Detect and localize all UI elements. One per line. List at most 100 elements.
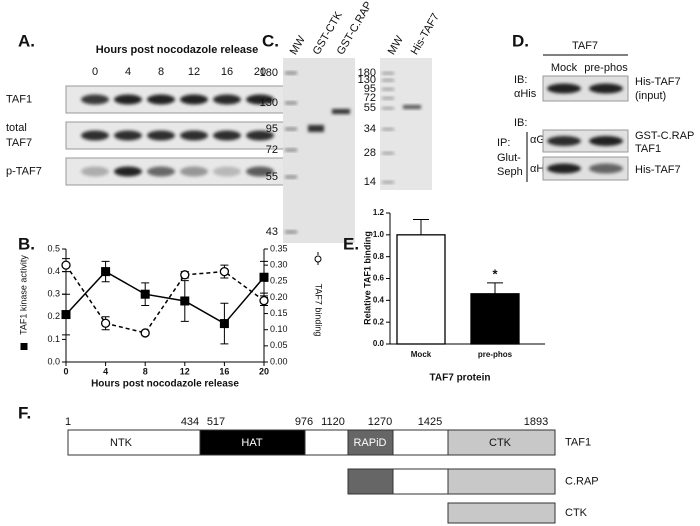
ladder-band [285, 127, 297, 131]
lane-label: 12 [188, 66, 200, 78]
series-line [65, 264, 265, 334]
domain-label: RAPiD [353, 437, 386, 449]
marker [219, 266, 230, 277]
residue-number: 434 [181, 416, 199, 428]
y2-tick-label: 0.00 [270, 356, 288, 366]
error-bar [487, 282, 503, 294]
band [180, 166, 208, 177]
construct-label: TAF1 [565, 436, 591, 448]
ip-label: IP: [497, 137, 510, 149]
lane-label: 20 [254, 66, 266, 78]
blot [542, 156, 629, 181]
x-tick-label: 8 [143, 366, 148, 376]
x-tick-label: 0 [63, 366, 68, 376]
y-axis-label: Relative TAF1 binding [362, 231, 372, 325]
row-label: TAF7 [6, 137, 32, 149]
x-tick-label: 12 [180, 366, 190, 376]
legend-marker [20, 343, 28, 350]
lane-label: Mock [551, 62, 578, 74]
y2-tick-label: 0.25 [270, 276, 288, 286]
domain-label: HAT [241, 437, 262, 449]
ip-label: Glut- [497, 152, 521, 164]
band [213, 130, 241, 141]
ladder-band [382, 181, 394, 184]
marker [140, 328, 150, 338]
marker-label: 72 [364, 92, 376, 104]
marker [140, 289, 150, 299]
panel-label: B. [18, 234, 35, 253]
y-tick-label: 0.0 [47, 356, 60, 366]
band [589, 83, 623, 94]
row-label: TAF1 [6, 93, 32, 105]
band [332, 109, 350, 114]
target-label: GST-C.RAP [635, 130, 694, 142]
lane-label: MW [288, 33, 308, 56]
band [81, 94, 109, 105]
band [589, 136, 623, 146]
band [308, 125, 324, 132]
marker-label: 180 [260, 67, 278, 79]
band [547, 83, 581, 94]
charts: B.0.00.10.20.30.40.50.000.050.100.150.20… [18, 208, 545, 390]
x-tick-label: pre-phos [478, 350, 513, 359]
lane-label: His-TAF7 [409, 11, 442, 57]
marker-label: 72 [266, 144, 278, 156]
y-tick-label: 1.0 [373, 230, 385, 239]
residue-number: 1893 [524, 416, 548, 428]
gel [380, 58, 432, 190]
band [114, 166, 142, 177]
x-axis-label: TAF7 protein [430, 373, 491, 384]
y2-tick-label: 0.30 [270, 260, 288, 270]
x-axis-label: Hours post nocodazole release [91, 379, 239, 390]
bar [470, 293, 520, 345]
marker-label: 43 [266, 226, 278, 238]
y2-tick-label: 0.35 [270, 243, 288, 253]
ladder-band [382, 97, 394, 100]
band [547, 136, 581, 146]
legend-label: TAF7 binding [314, 284, 324, 337]
y2-tick-label: 0.20 [270, 292, 288, 302]
residue-number: 517 [207, 416, 225, 428]
band [403, 105, 421, 109]
panel-label: D. [512, 31, 529, 50]
probe-label: αHis [514, 88, 537, 100]
ladder-band [285, 230, 297, 234]
y-tick-label: 0.4 [47, 266, 60, 276]
target-label: His-TAF7 [635, 164, 681, 176]
y-tick-label: 0.8 [373, 252, 385, 261]
y2-tick-label: 0.10 [270, 324, 288, 334]
construct-label: C.RAP [565, 475, 599, 487]
y-tick-label: 0.1 [47, 334, 60, 344]
legend-marker [314, 255, 322, 263]
x-tick-label: Mock [411, 350, 432, 359]
target-label: (input) [635, 90, 666, 102]
lane-label: 8 [158, 66, 164, 78]
x-tick-label: 20 [259, 366, 269, 376]
row-label: total [6, 122, 27, 134]
ladder-band [382, 107, 394, 110]
marker-label: 28 [364, 147, 376, 159]
ip-label: Seph [497, 166, 523, 178]
error-bar [413, 219, 429, 235]
lane-label: pre-phos [584, 62, 628, 74]
marker-label: 55 [266, 171, 278, 183]
domain-label: CTK [489, 437, 512, 449]
probe-label: IB: [514, 74, 527, 86]
panel-label: F. [18, 403, 31, 422]
target-label: TAF1 [635, 143, 661, 155]
ladder-band [382, 72, 394, 75]
y-tick-label: 0.4 [373, 295, 385, 304]
marker-label: 55 [364, 102, 376, 114]
band [81, 130, 109, 141]
blot-panel-d [542, 75, 629, 181]
marker [180, 270, 190, 280]
residue-number: 1270 [368, 416, 392, 428]
ladder-band [285, 101, 297, 105]
ladder-band [285, 175, 297, 179]
band [147, 94, 175, 105]
legend-label: TAF1 kinase activity [18, 255, 28, 335]
domain [447, 502, 556, 524]
marker-label: 95 [266, 123, 278, 135]
y-tick-label: 0.0 [373, 339, 385, 348]
